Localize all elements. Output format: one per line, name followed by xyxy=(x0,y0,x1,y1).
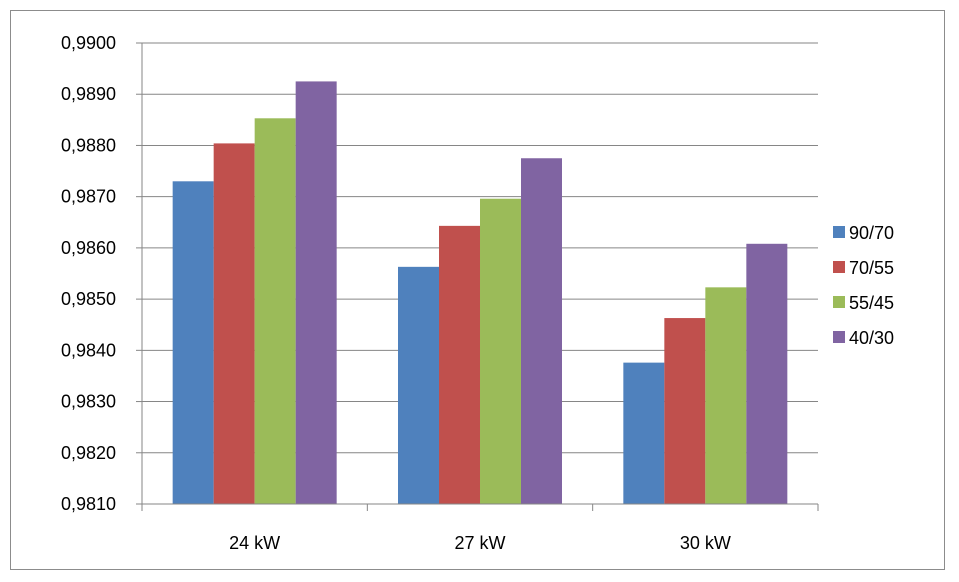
x-category-label: 24 kW xyxy=(229,533,280,553)
y-tick-label: 0,9880 xyxy=(61,135,116,155)
legend-label: 55/45 xyxy=(849,293,894,313)
bar-40-30-30-kW xyxy=(746,243,788,504)
y-tick-label: 0,9860 xyxy=(61,238,116,258)
legend-label: 90/70 xyxy=(849,223,894,243)
y-tick-label: 0,9900 xyxy=(61,33,116,53)
y-tick-label: 0,9850 xyxy=(61,289,116,309)
legend-label: 70/55 xyxy=(849,258,894,278)
bar-70-55-27-kW xyxy=(439,225,480,504)
y-tick-label: 0,9810 xyxy=(61,494,116,514)
legend-swatch xyxy=(833,296,845,308)
bar-55-45-24-kW xyxy=(254,118,296,505)
bar-90-70-30-kW xyxy=(623,362,665,504)
legend-swatch xyxy=(833,261,845,273)
y-tick-label: 0,9840 xyxy=(61,340,116,360)
x-axis-category-labels: 24 kW 27 kW 30 kW xyxy=(229,533,731,553)
bar-40-30-24-kW xyxy=(295,81,337,505)
bar-90-70-24-kW xyxy=(172,181,214,505)
y-tick-label: 0,9820 xyxy=(61,443,116,463)
x-category-label: 30 kW xyxy=(680,533,731,553)
axes xyxy=(136,42,819,511)
bar-55-45-27-kW xyxy=(480,198,521,504)
legend: 90/70 70/55 55/45 40/30 xyxy=(833,223,894,348)
bar-40-30-27-kW xyxy=(521,158,562,504)
legend-swatch xyxy=(833,226,845,238)
y-tick-label: 0,9890 xyxy=(61,84,116,104)
y-tick-label: 0,9870 xyxy=(61,187,116,207)
y-tick-label: 0,9830 xyxy=(61,392,116,412)
y-axis-tick-labels: 0,9810 0,9820 0,9830 0,9840 0,9850 0,9860 0,98… xyxy=(61,33,116,514)
legend-swatch xyxy=(833,331,845,343)
legend-label: 40/30 xyxy=(849,328,894,348)
x-category-label: 27 kW xyxy=(454,533,505,553)
bars xyxy=(172,81,788,505)
bar-70-55-24-kW xyxy=(213,143,255,504)
bar-70-55-30-kW xyxy=(664,318,706,504)
bar-90-70-27-kW xyxy=(398,266,439,504)
bar-55-45-30-kW xyxy=(705,287,747,504)
